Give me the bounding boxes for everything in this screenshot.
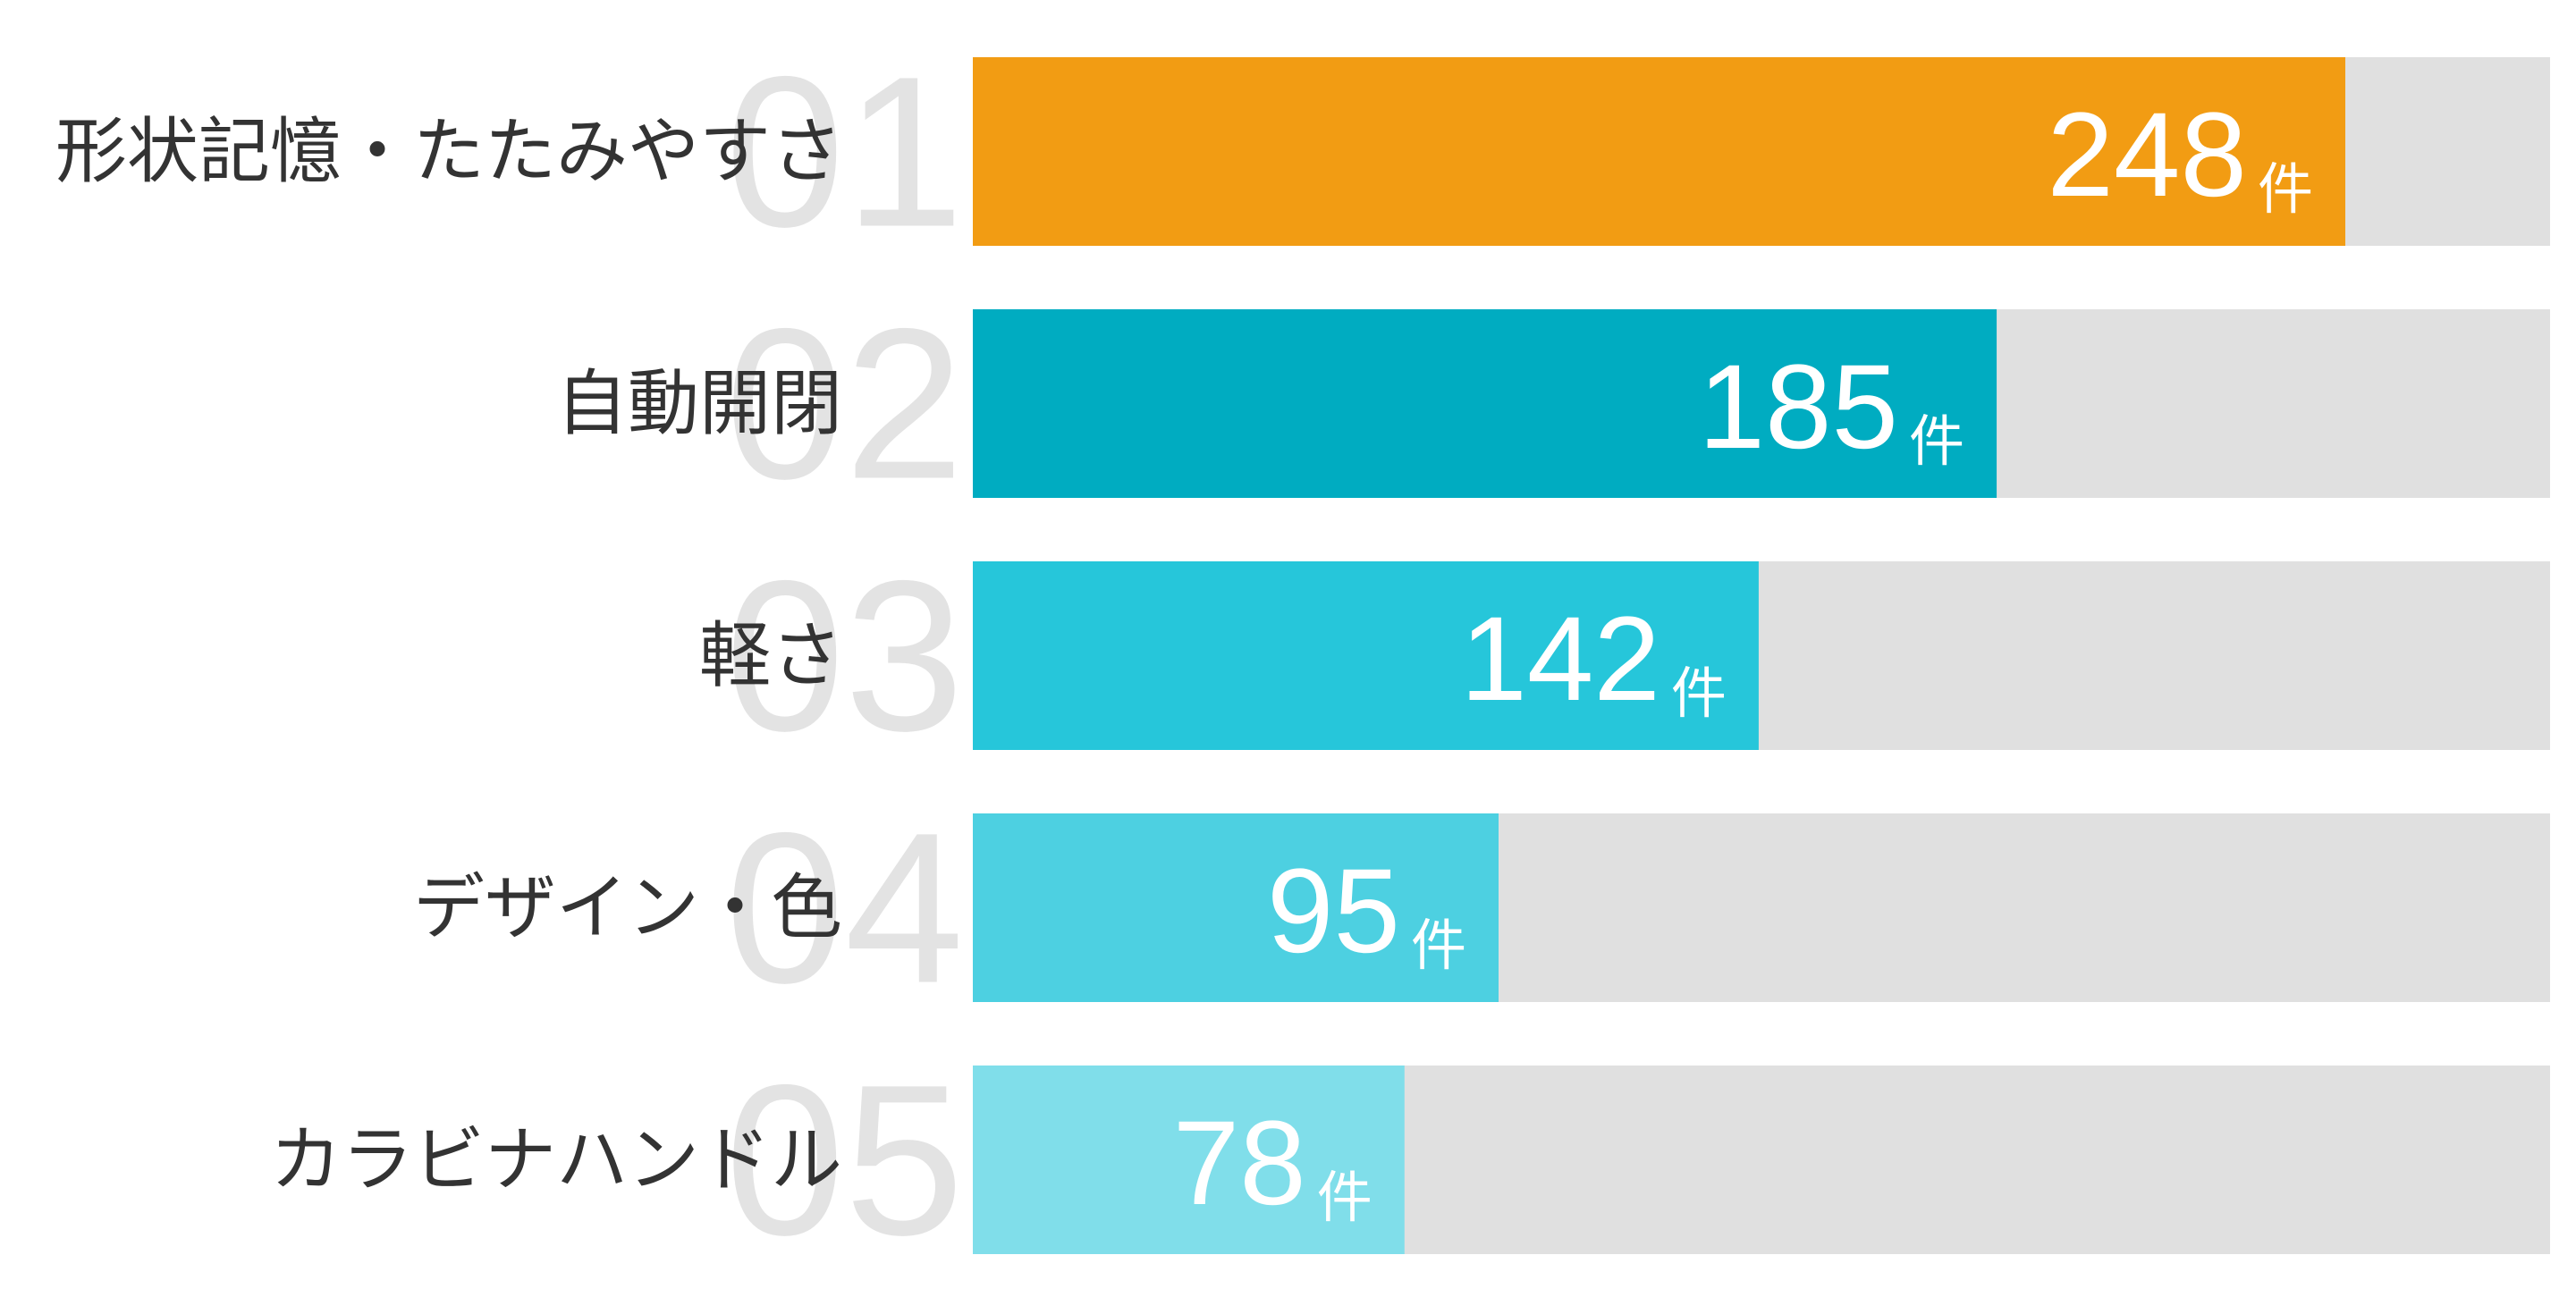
value-unit: 件: [1411, 913, 1466, 978]
bar: [973, 813, 1499, 1002]
value-unit: 件: [2258, 156, 2313, 222]
rank-number: 02: [725, 284, 964, 524]
rank-number: 05: [725, 1040, 964, 1280]
bar: [973, 309, 1997, 498]
bar: [973, 57, 2345, 246]
category-label: 自動開閉: [556, 362, 842, 445]
value-unit: 件: [1317, 1165, 1372, 1230]
category-label: カラビナハンドル: [270, 1118, 842, 1201]
value-label: 248: [2047, 88, 2247, 222]
bar: [973, 561, 1759, 750]
rank-number: 04: [725, 788, 964, 1028]
rank-number: 03: [725, 536, 964, 776]
category-label: 形状記憶・たたみやすさ: [55, 110, 842, 193]
value-label: 95: [1267, 845, 1400, 978]
category-label: デザイン・色: [413, 866, 842, 949]
value-label: 185: [1698, 341, 1898, 474]
rank-number: 01: [725, 32, 964, 272]
category-label: 軽さ: [699, 614, 842, 697]
value-label: 142: [1460, 593, 1660, 726]
bar: [973, 1066, 1405, 1254]
value-unit: 件: [1909, 409, 1964, 474]
value-label: 78: [1173, 1097, 1306, 1230]
value-unit: 件: [1671, 661, 1727, 726]
